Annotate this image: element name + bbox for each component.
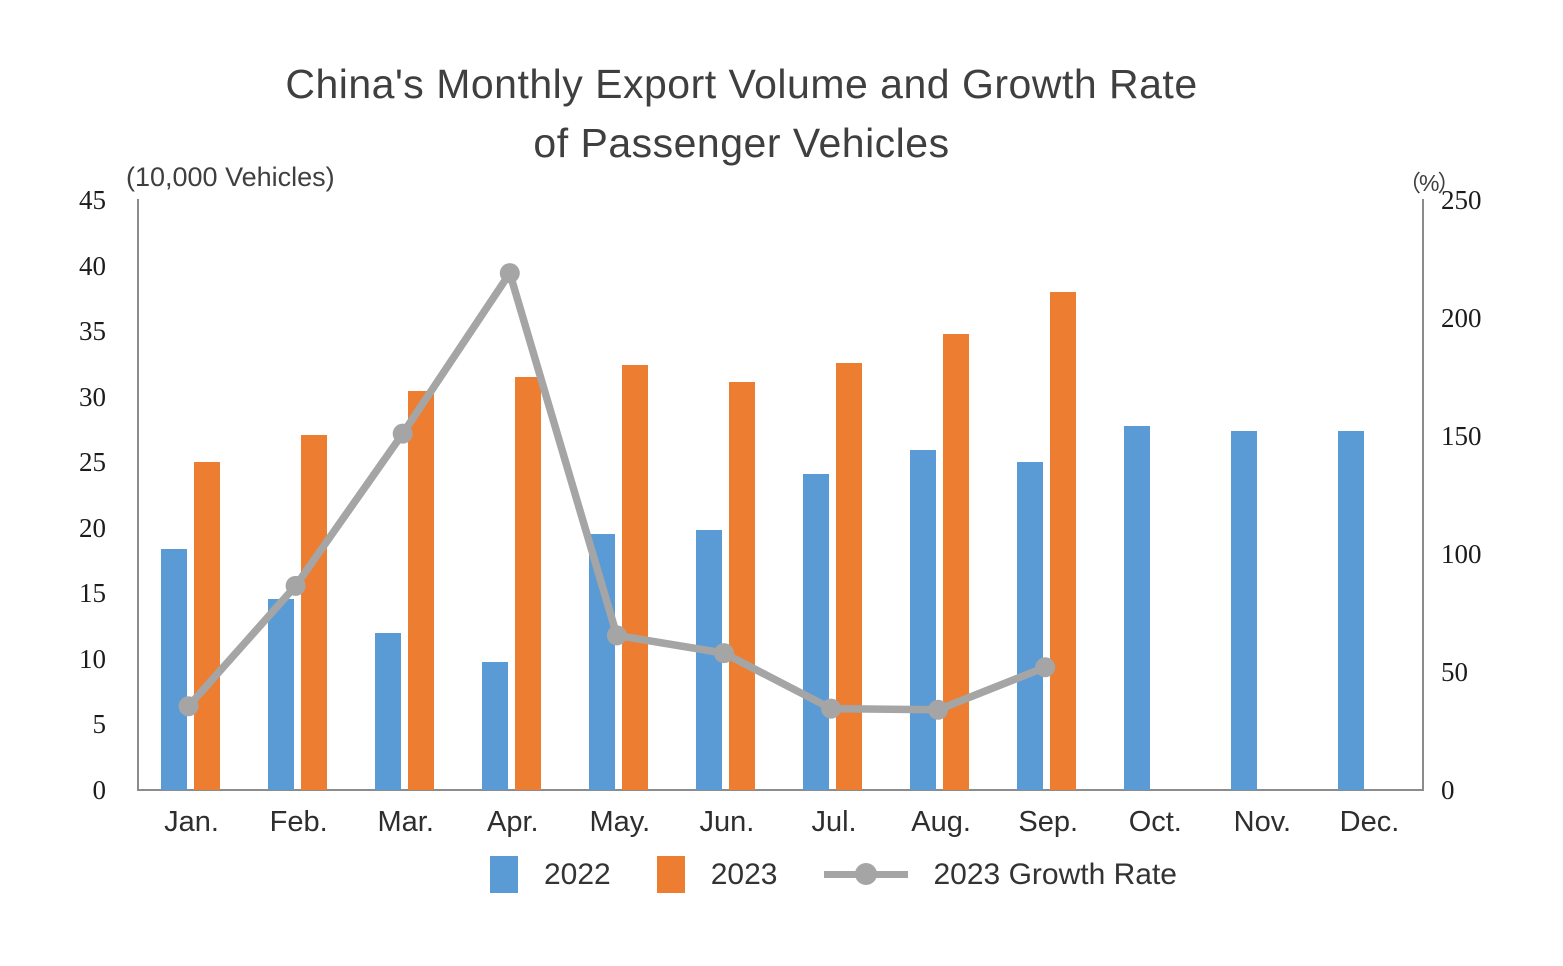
bar-2023-Jun	[728, 382, 755, 790]
x-axis-label-Aug: Aug.	[911, 806, 971, 838]
bar-2022-Dec	[1338, 430, 1365, 790]
x-axis-label-Nov: Nov.	[1233, 806, 1292, 838]
legend-swatch-2023	[656, 856, 685, 893]
left-axis-tick-0: 0	[92, 775, 107, 805]
bar-2023-Sep	[1050, 291, 1077, 790]
bar-2022-Feb	[267, 598, 294, 790]
x-axis-label-Mar: Mar.	[377, 806, 434, 838]
chart-title-line1: China's Monthly Export Volume and Growth…	[285, 61, 1198, 107]
left-axis-tick-5: 5	[92, 709, 107, 740]
bar-2022-Aug	[910, 450, 937, 790]
bar-2022-Jul	[803, 474, 830, 790]
left-axis-tick-35: 35	[79, 316, 106, 347]
x-axis-label-Jan: Jan.	[164, 806, 219, 838]
chart-title-line2: of Passenger Vehicles	[533, 120, 950, 166]
bar-2023-Jul	[836, 362, 863, 790]
x-axis-label-Dec: Dec.	[1339, 806, 1400, 838]
legend-item-growth-rate: 2023 Growth Rate	[823, 857, 1177, 892]
legend-swatch-2022	[490, 856, 518, 893]
right-axis-tick-0: 0	[1441, 775, 1455, 805]
left-axis-tick-25: 25	[79, 447, 106, 478]
right-axis-tick-50: 50	[1441, 657, 1468, 687]
legend-label-growth-rate: 2023 Growth Rate	[933, 857, 1177, 891]
right-axis-tick-150: 150	[1441, 421, 1482, 451]
bar-2022-Sep	[1017, 462, 1044, 790]
bar-2022-Apr	[481, 661, 508, 790]
x-axis-label-Feb: Feb.	[269, 806, 328, 838]
chart-title: China's Monthly Export Volume and Growth…	[0, 55, 1523, 173]
x-axis-label-Jul: Jul.	[811, 806, 857, 838]
right-axis-line	[1422, 199, 1424, 791]
left-axis-tick-45: 45	[79, 185, 106, 215]
bar-2023-Feb	[300, 434, 327, 790]
bar-2023-Jan	[193, 462, 220, 790]
bar-2023-Mar	[407, 391, 434, 790]
right-axis-unit-label: （%）	[1398, 170, 1460, 196]
bar-2023-Apr	[514, 377, 541, 790]
right-axis-tick-250: 250	[1441, 185, 1482, 215]
legend-line-sample	[823, 863, 908, 885]
left-axis-unit-label: (10,000 Vehicles)	[126, 162, 335, 192]
legend-label-2022: 2022	[544, 857, 611, 891]
legend-item-2023: 2023	[656, 856, 778, 893]
x-axis-label-Oct: Oct.	[1128, 806, 1182, 838]
bar-2022-Nov	[1231, 430, 1258, 790]
legend-line-marker-icon	[854, 863, 877, 885]
x-axis-line	[137, 789, 1424, 791]
left-axis-tick-40: 40	[79, 250, 106, 281]
left-axis-tick-10: 10	[79, 643, 106, 674]
x-axis-label-May: May.	[589, 806, 651, 838]
right-axis-tick-200: 200	[1441, 303, 1482, 333]
bar-2022-Jun	[695, 530, 722, 790]
x-axis-label-Jun: Jun.	[699, 806, 755, 838]
x-axis-label-Apr: Apr.	[486, 806, 539, 838]
left-axis-tick-20: 20	[79, 512, 106, 543]
bar-2022-Oct	[1124, 425, 1151, 790]
x-axis-label-Sep: Sep.	[1018, 806, 1079, 838]
bar-2023-Aug	[943, 333, 970, 790]
bar-2023-May	[621, 365, 648, 790]
left-axis-line	[137, 199, 139, 791]
legend: 2022 2023 2023 Growth Rate	[52, 856, 1563, 893]
legend-item-2022: 2022	[490, 856, 611, 893]
left-axis-tick-15: 15	[79, 578, 106, 609]
legend-label-2023: 2023	[710, 857, 778, 891]
bar-2022-Mar	[374, 632, 401, 790]
bar-2022-May	[588, 534, 615, 790]
growth-rate-point-Apr	[499, 263, 520, 284]
bar-2022-Jan	[160, 548, 187, 790]
left-axis-tick-30: 30	[79, 381, 106, 412]
right-axis-tick-100: 100	[1441, 539, 1482, 569]
